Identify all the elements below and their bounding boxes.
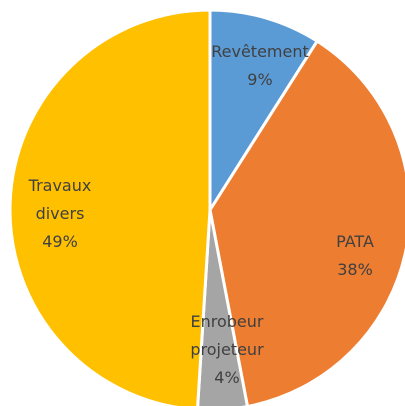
data-label: Enrobeur projeteur 4% xyxy=(172,308,282,392)
pie-slice xyxy=(208,8,320,216)
data-label: Revêtement 9% xyxy=(200,38,320,94)
data-label: Travaux divers 49% xyxy=(10,172,110,256)
slice-name: Revêtement xyxy=(211,42,309,61)
slice-value: 49% xyxy=(42,232,78,251)
pie-slice xyxy=(208,39,405,406)
slice-value: 4% xyxy=(214,368,240,387)
slice-name: Travaux divers xyxy=(28,176,92,223)
slice-name: Enrobeur projeteur xyxy=(190,312,264,359)
slice-value: 9% xyxy=(247,70,273,89)
slice-name: PATA xyxy=(336,232,374,251)
pie-slice xyxy=(8,8,212,406)
data-label: PATA 38% xyxy=(310,228,400,284)
slice-value: 38% xyxy=(337,260,373,279)
pie-slice xyxy=(196,209,249,406)
